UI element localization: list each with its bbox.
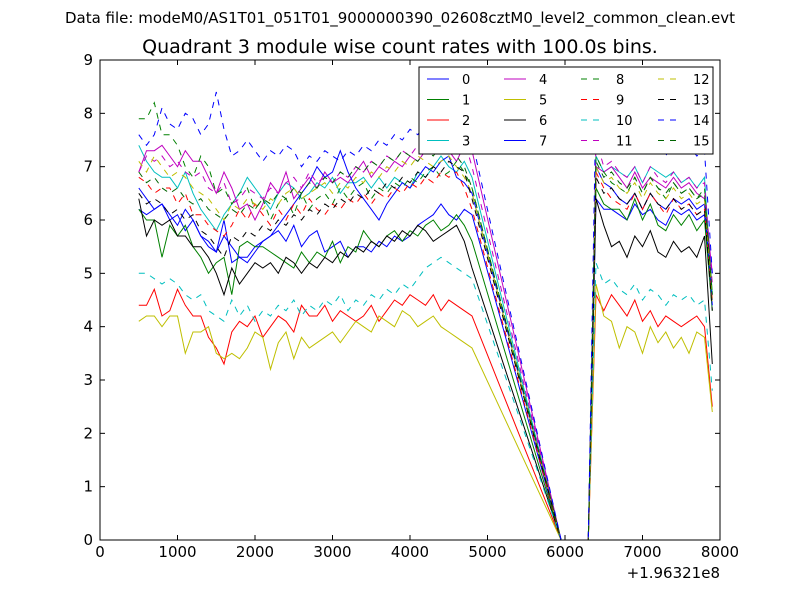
y-tick-label: 8 [83,104,93,122]
series-line-6 [138,198,713,541]
x-axis-offset-label: +1.96321e8 [627,564,720,582]
series-line-15 [138,144,713,541]
x-tick-label: 4000 [391,543,429,561]
legend-label-14: 14 [693,114,710,129]
x-tick-label: 3000 [313,543,351,561]
legend-label-4: 4 [539,73,547,88]
legend-label-10: 10 [616,114,633,129]
legend-label-5: 5 [539,94,547,109]
legend-label-3: 3 [462,135,470,150]
legend-label-12: 12 [693,73,710,88]
y-tick-label: 7 [83,158,93,176]
axis-ticks: 0 1000 2000 3000 4000 5000 6000 7000 80000123456… [83,51,739,561]
data-file-suptitle: Data file: modeM0/AS1T01_051T01_90000003… [64,9,736,27]
series-line-10 [138,256,713,541]
y-tick-label: 6 [83,211,93,229]
series-line-9 [138,171,713,541]
legend-label-6: 6 [539,114,547,129]
legend-label-15: 15 [693,135,710,150]
series-lines [138,91,713,541]
series-line-14 [138,91,713,541]
legend-box [418,66,714,155]
y-tick-label: 4 [83,318,93,336]
legend-label-7: 7 [539,135,547,150]
legend-label-0: 0 [462,73,470,88]
series-line-11 [138,134,713,541]
series-line-4 [138,133,713,541]
series-line-0 [138,197,713,541]
series-line-1 [138,187,713,541]
x-tick-label: 6000 [546,543,584,561]
legend-label-1: 1 [462,94,470,109]
x-tick-label: 0 [95,543,105,561]
x-tick-label: 7000 [623,543,661,561]
legend-label-9: 9 [616,94,624,109]
series-line-2 [138,287,713,541]
y-tick-label: 2 [83,424,93,442]
y-tick-label: 5 [83,264,93,282]
series-line-13 [138,160,713,541]
legend-label-2: 2 [462,114,470,129]
x-tick-label: 1000 [158,543,196,561]
y-tick-label: 0 [83,531,93,549]
y-tick-label: 1 [83,478,93,496]
y-tick-label: 3 [83,371,93,389]
series-line-5 [138,283,713,541]
legend-label-11: 11 [616,135,633,150]
series-line-8 [138,101,713,541]
y-tick-label: 9 [83,51,93,69]
x-tick-label: 2000 [236,543,274,561]
legend-label-13: 13 [693,94,710,109]
chart-title: Quadrant 3 module wise count rates with … [142,36,658,58]
x-tick-label: 8000 [701,543,739,561]
series-line-12 [138,155,713,541]
legend-label-8: 8 [616,73,624,88]
x-tick-label: 5000 [468,543,506,561]
series-line-3 [138,145,713,541]
